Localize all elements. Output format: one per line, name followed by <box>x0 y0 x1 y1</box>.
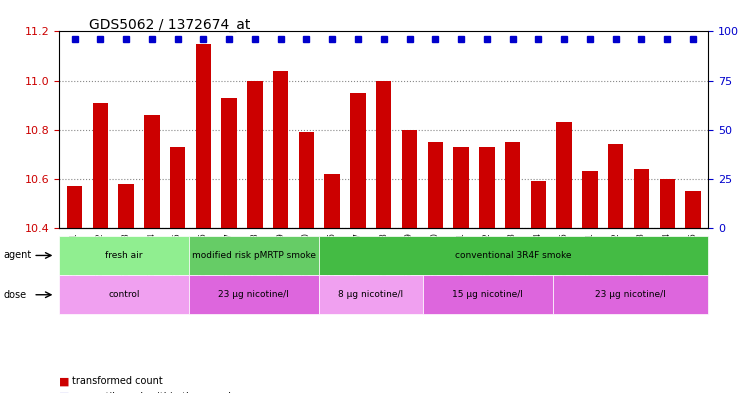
Bar <box>92 103 108 228</box>
Bar <box>221 98 237 228</box>
Bar <box>66 186 82 228</box>
Bar <box>531 181 546 228</box>
Bar <box>247 81 263 228</box>
Bar <box>505 142 520 228</box>
Text: 15 μg nicotine/l: 15 μg nicotine/l <box>452 290 523 299</box>
Bar <box>376 81 391 228</box>
Bar <box>608 144 624 228</box>
Bar <box>453 147 469 228</box>
Text: dose: dose <box>4 290 27 300</box>
Text: 23 μg nicotine/l: 23 μg nicotine/l <box>218 290 289 299</box>
Bar <box>273 71 289 228</box>
Bar <box>299 132 314 228</box>
Text: ■: ■ <box>59 376 69 386</box>
Bar <box>634 169 649 228</box>
Text: ■: ■ <box>59 392 69 393</box>
Text: conventional 3R4F smoke: conventional 3R4F smoke <box>455 251 572 260</box>
Bar <box>427 142 443 228</box>
Bar <box>170 147 185 228</box>
Text: 23 μg nicotine/l: 23 μg nicotine/l <box>595 290 666 299</box>
Bar <box>401 130 417 228</box>
Bar <box>325 174 340 228</box>
Bar <box>118 184 134 228</box>
Bar <box>582 171 598 228</box>
Bar <box>556 122 572 228</box>
Text: fresh air: fresh air <box>106 251 142 260</box>
Bar <box>479 147 494 228</box>
Bar <box>351 93 366 228</box>
Text: transformed count: transformed count <box>72 376 163 386</box>
Bar <box>144 115 159 228</box>
Text: control: control <box>108 290 139 299</box>
Text: GDS5062 / 1372674_at: GDS5062 / 1372674_at <box>89 18 250 32</box>
Bar <box>660 179 675 228</box>
Text: 8 μg nicotine/l: 8 μg nicotine/l <box>338 290 404 299</box>
Text: percentile rank within the sample: percentile rank within the sample <box>72 392 238 393</box>
Text: modified risk pMRTP smoke: modified risk pMRTP smoke <box>192 251 316 260</box>
Bar <box>686 191 701 228</box>
Bar <box>196 44 211 228</box>
Text: agent: agent <box>4 250 32 261</box>
